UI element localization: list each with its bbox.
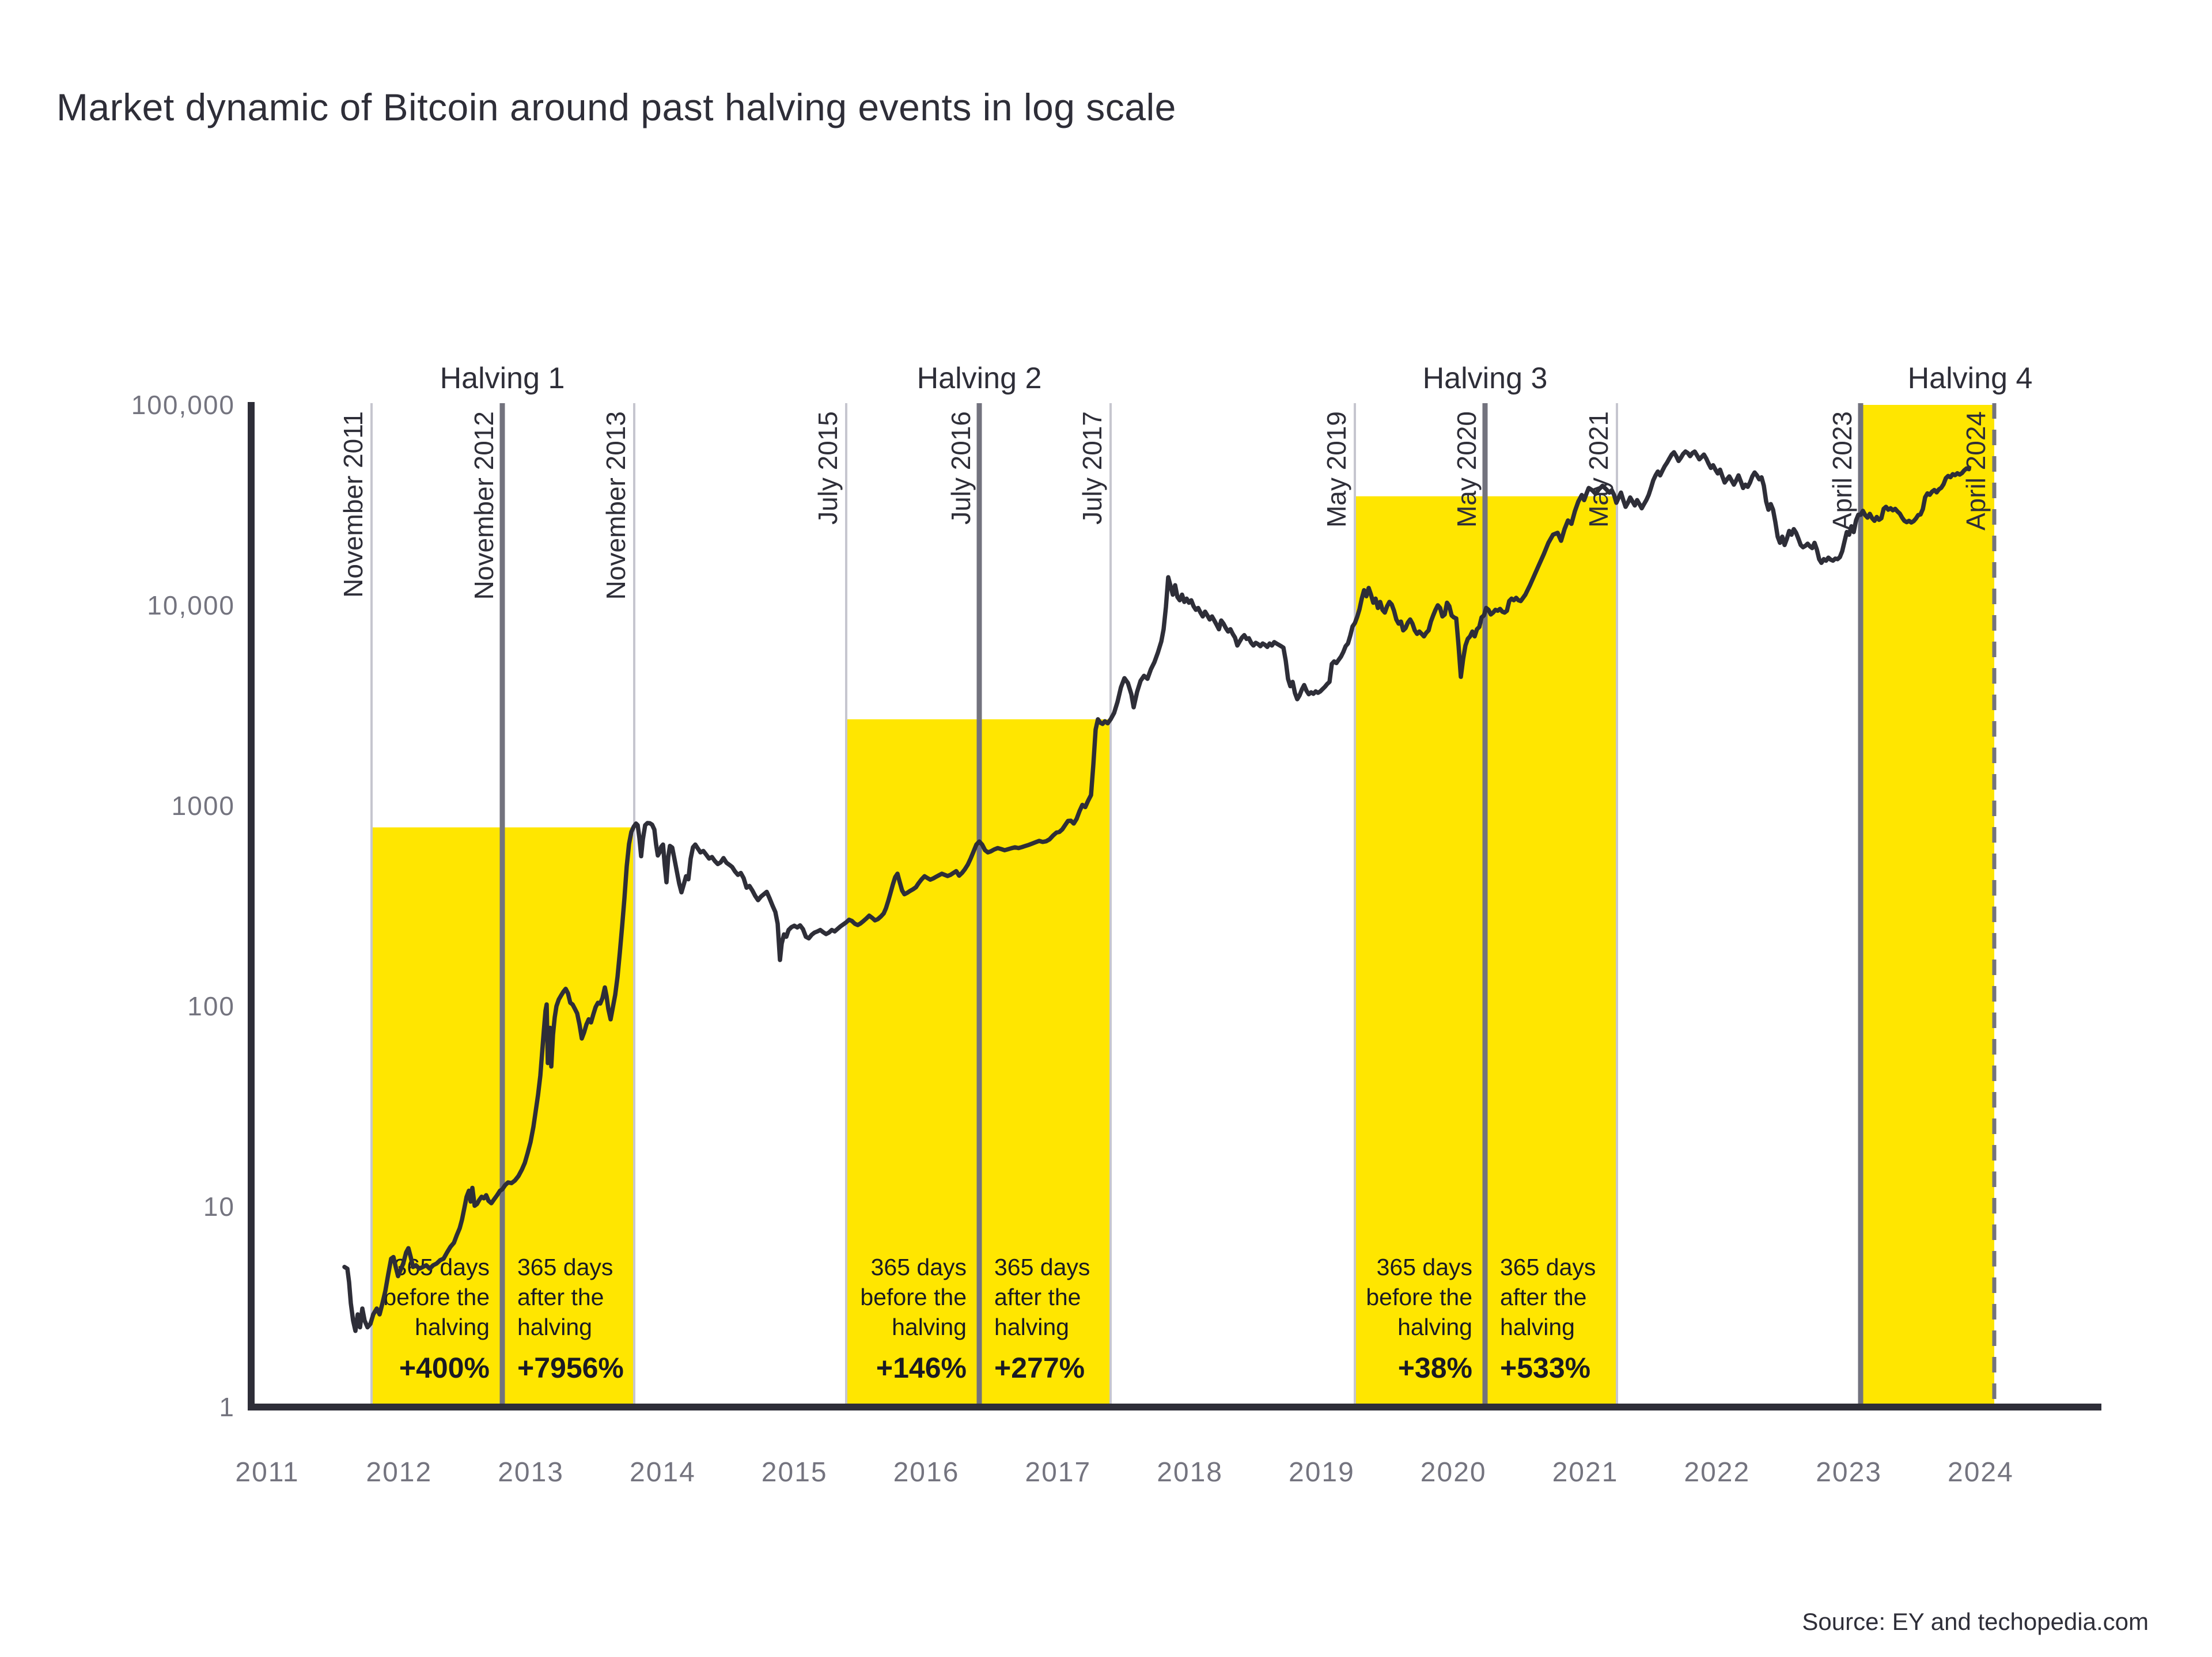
event-line-label: November 2013 bbox=[601, 411, 631, 600]
halving-title-3: Halving 3 bbox=[1423, 362, 1548, 395]
x-tick-label: 2022 bbox=[1684, 1457, 1750, 1488]
x-axis bbox=[248, 1404, 2101, 1410]
annotation-before-percent: +400% bbox=[399, 1352, 490, 1384]
annotation-after-percent: +7956% bbox=[517, 1352, 624, 1384]
annotation-before-text: 365 days bbox=[1377, 1254, 1472, 1280]
y-tick-label: 100 bbox=[187, 991, 235, 1021]
halving-title-1: Halving 1 bbox=[440, 362, 565, 395]
source-attribution: Source: EY and techopedia.com bbox=[1802, 1608, 2149, 1635]
x-tick-label: 2013 bbox=[498, 1457, 564, 1488]
annotation-before-percent: +146% bbox=[876, 1352, 967, 1384]
halving-4-highlight-box bbox=[1861, 405, 1994, 1404]
event-line-label: July 2015 bbox=[813, 411, 843, 525]
x-tick-label: 2017 bbox=[1025, 1457, 1091, 1488]
annotation-after-text: after the bbox=[1500, 1284, 1586, 1310]
y-axis bbox=[248, 402, 255, 1410]
x-tick-label: 2019 bbox=[1289, 1457, 1355, 1488]
annotation-after-text: 365 days bbox=[517, 1254, 613, 1280]
annotation-before-text: halving bbox=[892, 1314, 967, 1340]
event-line-label: May 2019 bbox=[1321, 411, 1351, 528]
bitcoin-price-line bbox=[342, 449, 1971, 1333]
annotation-after-text: halving bbox=[994, 1314, 1069, 1340]
x-tick-label: 2012 bbox=[366, 1457, 432, 1488]
y-tick-label: 10,000 bbox=[147, 590, 235, 620]
annotation-after-text: halving bbox=[1500, 1314, 1575, 1340]
x-tick-label: 2024 bbox=[1948, 1457, 2014, 1488]
chart-title: Market dynamic of Bitcoin around past ha… bbox=[56, 86, 1176, 128]
event-line-label: July 2017 bbox=[1077, 411, 1107, 525]
event-line-label: April 2023 bbox=[1827, 411, 1857, 530]
annotation-after-percent: +277% bbox=[994, 1352, 1085, 1384]
x-tick-label: 2011 bbox=[235, 1457, 299, 1488]
event-line-label: May 2021 bbox=[1584, 411, 1613, 528]
annotation-before-text: before the bbox=[1366, 1284, 1472, 1310]
x-tick-label: 2023 bbox=[1816, 1457, 1882, 1488]
annotation-after-text: after the bbox=[517, 1284, 604, 1310]
x-tick-label: 2018 bbox=[1157, 1457, 1223, 1488]
annotation-before-text: halving bbox=[415, 1314, 490, 1340]
annotation-before-percent: +38% bbox=[1398, 1352, 1472, 1384]
annotation-before-text: halving bbox=[1397, 1314, 1472, 1340]
y-tick-label: 10 bbox=[203, 1192, 235, 1222]
y-tick-label: 100,000 bbox=[131, 390, 235, 420]
halving-title-2: Halving 2 bbox=[917, 362, 1042, 395]
annotation-after-text: halving bbox=[517, 1314, 592, 1340]
annotation-before-text: before the bbox=[383, 1284, 490, 1310]
annotation-after-percent: +533% bbox=[1500, 1352, 1590, 1384]
annotation-after-text: 365 days bbox=[1500, 1254, 1596, 1280]
event-line-label: November 2011 bbox=[338, 411, 368, 598]
annotation-before-text: 365 days bbox=[871, 1254, 967, 1280]
x-tick-label: 2021 bbox=[1552, 1457, 1619, 1488]
annotation-after-text: 365 days bbox=[994, 1254, 1090, 1280]
x-tick-label: 2014 bbox=[630, 1457, 696, 1488]
halving-title-4: Halving 4 bbox=[1908, 362, 2033, 395]
event-line-label: July 2016 bbox=[946, 411, 976, 525]
annotation-after-text: after the bbox=[994, 1284, 1081, 1310]
annotation-before-text: before the bbox=[860, 1284, 967, 1310]
event-line-label: November 2012 bbox=[469, 411, 499, 600]
x-tick-label: 2016 bbox=[893, 1457, 960, 1488]
x-tick-label: 2020 bbox=[1421, 1457, 1487, 1488]
x-tick-label: 2015 bbox=[762, 1457, 828, 1488]
event-line-label: May 2020 bbox=[1452, 411, 1482, 528]
y-tick-label: 1000 bbox=[172, 791, 235, 821]
y-tick-label: 1 bbox=[219, 1392, 235, 1422]
